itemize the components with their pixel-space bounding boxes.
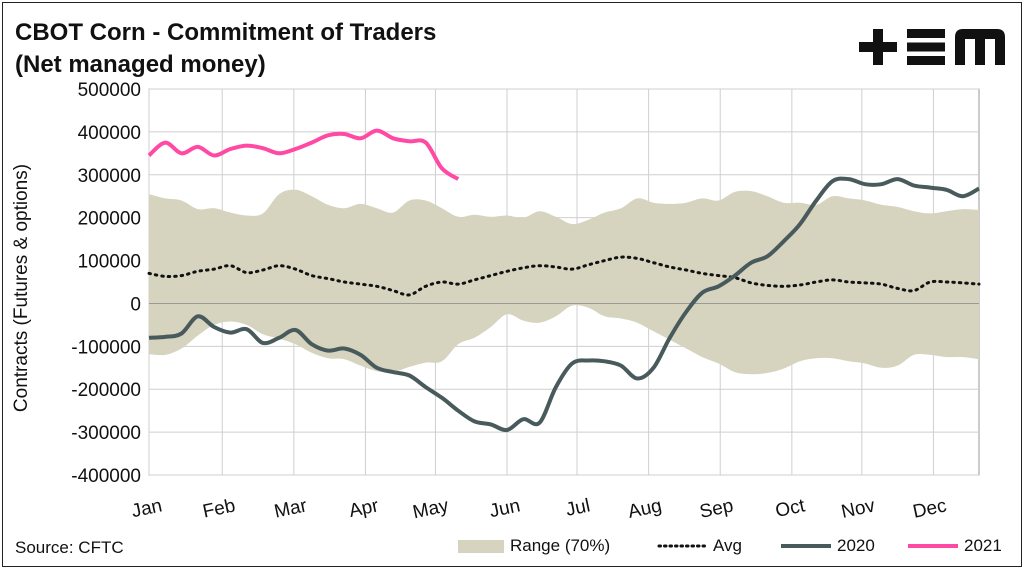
x-tick-label: Apr [347, 495, 381, 522]
y-tick-label: 200000 [78, 209, 141, 230]
x-tick-label: Feb [201, 495, 237, 522]
chart-legend: Range (70%) Avg 2020 2021 [3, 531, 1021, 561]
y-axis-label: Contracts (Futures & options) [11, 164, 32, 412]
x-tick-label: May [411, 495, 451, 523]
chart-title: CBOT Corn - Commitment of Traders (Net m… [15, 17, 436, 81]
y-tick-label: -100000 [71, 337, 141, 358]
legend-swatch-range [458, 539, 504, 553]
tem-logo-icon [859, 29, 1005, 65]
x-tick-label: Mar [272, 495, 309, 522]
y-tick-label: 400000 [78, 123, 141, 144]
series-range-band [149, 189, 979, 375]
y-tick-label: 100000 [78, 252, 141, 273]
x-tick-label: Jan [130, 495, 164, 522]
y-tick-label: -300000 [71, 423, 141, 444]
series-2021-line [147, 128, 460, 181]
x-tick-label: Jul [564, 495, 592, 521]
legend-swatch-2020 [781, 544, 831, 548]
x-tick-label: Sep [698, 495, 735, 523]
chart-title-line1: CBOT Corn - Commitment of Traders [15, 19, 437, 46]
y-tick-label: -400000 [71, 466, 141, 487]
legend-label-2020: 2020 [837, 536, 875, 555]
series-avg-line [147, 255, 981, 297]
legend-item-avg: Avg [657, 531, 742, 561]
x-tick-label: Oct [774, 495, 808, 522]
x-tick-label: Dec [911, 495, 948, 523]
y-tick-label: 300000 [78, 166, 141, 187]
legend-item-2021: 2021 [908, 531, 1002, 561]
legend-swatch-avg [657, 544, 707, 548]
legend-label-avg: Avg [713, 536, 742, 555]
chart-title-line2: (Net managed money) [15, 51, 266, 78]
source-note: Source: CFTC [15, 538, 124, 557]
x-tick-label: Aug [626, 495, 663, 523]
legend-label-2021: 2021 [964, 536, 1002, 555]
y-tick-label: 500000 [78, 80, 141, 101]
x-tick-label: Jun [488, 495, 522, 522]
y-tick-label: -200000 [71, 380, 141, 401]
legend-item-range: Range (70%) [458, 531, 610, 561]
chart-plot: 500000 400000 300000 200000 100000 0 -100000 -2… [11, 80, 981, 523]
x-tick-label: Nov [839, 495, 877, 523]
legend-swatch-2021 [908, 544, 958, 548]
y-tick-label: 0 [130, 294, 141, 315]
legend-label-range: Range (70%) [510, 536, 611, 555]
series-2020-line [148, 176, 980, 433]
legend-item-2020: 2020 [781, 531, 875, 561]
